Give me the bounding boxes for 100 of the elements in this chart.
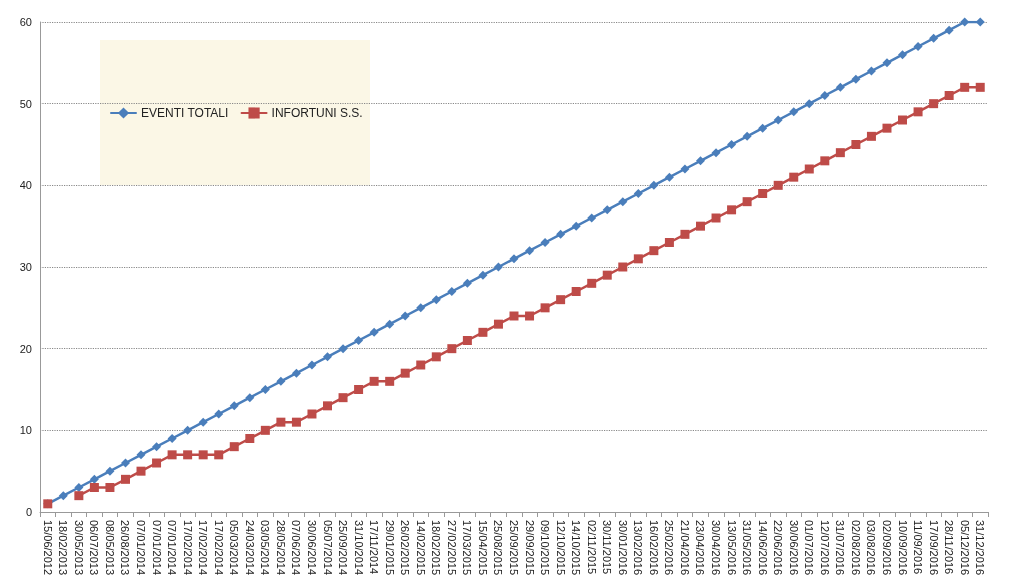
point [167, 450, 177, 460]
y-tick-label: 10 [19, 424, 32, 437]
point [152, 458, 162, 468]
point [618, 262, 628, 272]
point [385, 376, 395, 386]
x-tick-label: 07/01/2014 [150, 520, 163, 576]
x-tick-label: 07/01/2014 [166, 520, 179, 576]
x-tick-label: 17/02/2014 [197, 520, 210, 576]
x-tick-label: 22/06/2016 [772, 520, 785, 576]
x-tick-label: 13/05/2016 [725, 520, 738, 576]
x-tick-label: 07/01/2014 [135, 520, 148, 576]
y-tick-label: 0 [25, 506, 32, 518]
point [742, 197, 752, 207]
x-tick-label: 25/08/2015 [492, 520, 505, 576]
x-tick-label: 12/10/2015 [554, 520, 567, 576]
point [882, 123, 892, 133]
point [214, 450, 224, 460]
point [478, 327, 488, 337]
point [820, 156, 830, 166]
x-tick-label: 02/08/2016 [849, 520, 862, 576]
x-tick-label: 14/02/2015 [414, 520, 427, 576]
legend-label: EVENTI TOTALI [141, 106, 229, 120]
point [120, 474, 130, 484]
x-tick-label: 10/09/2016 [896, 520, 909, 576]
point [525, 311, 535, 321]
point [773, 180, 783, 190]
x-tick-label: 08/05/2013 [103, 520, 116, 576]
x-tick-label: 18/02/2013 [57, 520, 70, 576]
point [276, 417, 286, 427]
y-tick-label: 60 [19, 16, 32, 28]
point [260, 425, 270, 435]
point [369, 376, 379, 386]
point [447, 344, 457, 354]
point [509, 311, 519, 321]
point [898, 115, 908, 125]
x-tick-label: 27/02/2015 [445, 520, 458, 576]
x-tick-label: 26/08/2013 [119, 520, 132, 576]
point [866, 131, 876, 141]
point [229, 442, 239, 452]
x-tick-label: 17/02/2014 [212, 520, 225, 576]
point [758, 189, 768, 198]
point [695, 221, 705, 231]
point [105, 483, 115, 492]
point [74, 491, 84, 501]
point [944, 91, 954, 100]
x-tick-label: 01/07/2016 [803, 520, 816, 576]
x-tick-label: 18/02/2015 [430, 520, 443, 576]
x-tick-label: 31/12/2016 [974, 520, 987, 576]
x-tick-label: 31/05/2016 [741, 520, 754, 576]
x-tick-label: 02/11/2015 [585, 520, 598, 575]
point [711, 213, 721, 223]
point [431, 352, 441, 362]
x-tick-label: 02/09/2016 [880, 520, 893, 576]
x-tick-label: 31/07/2016 [834, 520, 847, 576]
x-tick-label: 15/04/2015 [476, 520, 489, 576]
point [680, 229, 690, 239]
x-tick-label: 14/10/2015 [570, 520, 583, 576]
x-tick-label: 05/12/2016 [958, 520, 971, 576]
x-tick-label: 26/02/2015 [399, 520, 412, 576]
y-tick-label: 50 [19, 97, 32, 110]
y-tick-label: 20 [19, 342, 32, 355]
point [307, 409, 317, 419]
point [960, 82, 970, 92]
x-tick-label: 17/03/2015 [461, 520, 474, 576]
x-tick-label: 25/02/2016 [663, 520, 676, 576]
y-tick-label: 30 [19, 261, 32, 273]
point [789, 172, 799, 182]
x-tick-label: 30/06/2016 [787, 520, 800, 576]
x-tick-label: 30/05/2013 [72, 520, 85, 576]
x-tick-label: 29/09/2015 [523, 520, 536, 576]
point [571, 287, 581, 296]
x-tick-label: 05/07/2014 [321, 520, 334, 576]
point [245, 434, 255, 443]
x-tick-label: 28/05/2014 [274, 520, 287, 576]
x-tick-label: 07/06/2014 [290, 520, 303, 576]
point [183, 450, 193, 460]
point [851, 140, 861, 149]
x-tick-label: 11/09/2016 [912, 520, 925, 575]
point [136, 466, 146, 476]
legend-label: INFORTUNI S.S. [271, 106, 363, 120]
point [540, 303, 550, 313]
point [462, 336, 472, 345]
point [913, 107, 923, 117]
x-tick-label: 29/01/2015 [383, 520, 396, 576]
x-tick-label: 16/02/2016 [647, 520, 660, 576]
point [493, 319, 503, 329]
x-tick-label: 30/04/2016 [710, 520, 723, 576]
x-tick-label: 23/04/2016 [694, 520, 707, 576]
point [727, 205, 737, 215]
x-tick-label: 09/10/2015 [539, 520, 552, 576]
x-tick-label: 14/06/2016 [756, 520, 769, 576]
x-tick-label: 28/11/2016 [943, 520, 956, 575]
x-tick-label: 06/07/2013 [88, 520, 101, 576]
point [664, 238, 674, 247]
y-tick-label: 40 [19, 179, 32, 192]
point [633, 254, 643, 264]
point [602, 270, 612, 280]
point [400, 368, 410, 378]
point [649, 246, 659, 256]
point [89, 483, 99, 492]
